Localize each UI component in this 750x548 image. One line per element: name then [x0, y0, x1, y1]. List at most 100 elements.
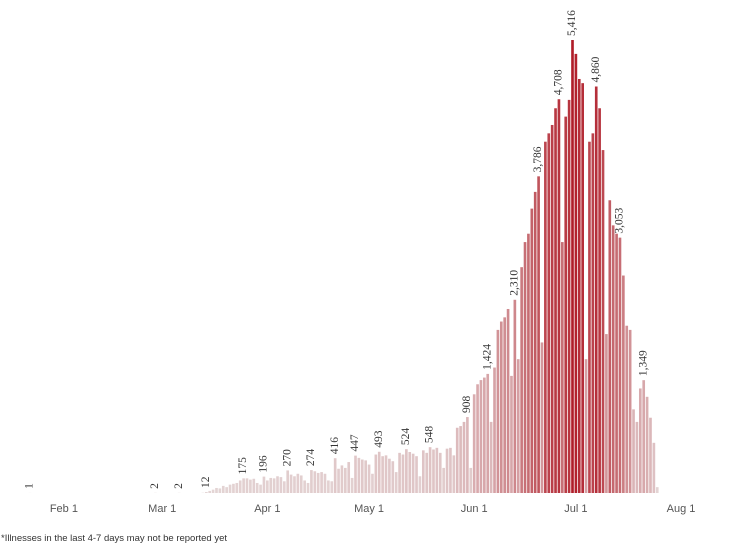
bar	[232, 483, 235, 493]
bar	[649, 417, 652, 493]
bar	[405, 449, 408, 493]
bar	[638, 388, 642, 493]
bar	[360, 459, 364, 493]
bar	[527, 233, 530, 493]
bar	[466, 417, 469, 493]
bar	[588, 141, 591, 494]
bar	[340, 465, 344, 493]
x-tick-label: May 1	[354, 503, 384, 515]
x-tick-label: Apr 1	[254, 503, 280, 515]
bar	[296, 473, 300, 493]
bar	[242, 478, 245, 493]
bar	[411, 453, 415, 493]
bar	[581, 83, 584, 494]
bar	[408, 452, 412, 493]
data-label: 3,053	[614, 208, 626, 234]
bar	[208, 490, 212, 493]
bar	[306, 482, 310, 493]
bar	[523, 242, 527, 493]
bar	[225, 487, 228, 493]
bar	[303, 480, 306, 493]
bar	[554, 108, 557, 494]
bar	[282, 481, 286, 493]
bar	[652, 442, 656, 493]
bar	[211, 489, 215, 493]
bar	[384, 455, 388, 493]
data-label: 416	[329, 437, 341, 455]
bar	[503, 317, 507, 493]
bar	[469, 467, 473, 493]
data-label: 447	[349, 434, 361, 452]
bar	[425, 452, 429, 493]
bar	[299, 475, 303, 493]
bar	[506, 308, 510, 493]
bar	[479, 380, 483, 493]
bar	[394, 472, 398, 493]
bar	[320, 472, 323, 493]
bar	[374, 454, 378, 493]
data-label: 493	[373, 430, 385, 448]
bar	[442, 467, 445, 493]
bar	[435, 447, 439, 493]
x-tick-label: Aug 1	[667, 503, 696, 515]
bar	[293, 476, 296, 493]
bar	[537, 176, 540, 493]
bar	[438, 452, 442, 493]
data-label: 1,349	[637, 350, 649, 376]
data-label: 196	[258, 455, 270, 473]
bar	[476, 384, 479, 493]
data-label: 4,708	[553, 69, 565, 95]
x-tick-label: Mar 1	[148, 503, 176, 515]
bar	[415, 456, 418, 493]
bar	[245, 478, 249, 493]
bar	[516, 359, 520, 493]
bar	[347, 462, 351, 493]
bar	[279, 477, 283, 493]
bar	[310, 470, 313, 493]
bar	[354, 455, 357, 493]
bar	[462, 421, 466, 493]
bar	[564, 116, 568, 494]
bar	[377, 451, 381, 493]
data-label: 1	[24, 483, 36, 489]
bar	[483, 377, 486, 493]
bar	[269, 477, 273, 493]
bar	[496, 329, 500, 493]
bar	[574, 53, 578, 494]
bar	[615, 233, 618, 493]
data-label: 274	[305, 449, 317, 467]
bar	[238, 480, 242, 493]
bar	[249, 479, 252, 493]
bar	[510, 375, 513, 493]
bar	[577, 78, 581, 493]
bar	[286, 470, 290, 493]
data-label: 524	[400, 428, 412, 446]
bar	[218, 488, 222, 493]
bar	[289, 474, 293, 493]
bar	[255, 482, 259, 493]
bar	[632, 409, 635, 493]
bar	[459, 426, 462, 493]
bar	[344, 467, 347, 493]
bar	[316, 472, 320, 493]
bar	[642, 380, 646, 493]
bar	[388, 458, 391, 493]
bar	[259, 484, 262, 493]
bar	[489, 421, 493, 493]
footnote: *Illnesses in the last 4-7 days may not …	[1, 533, 227, 544]
bar	[628, 329, 632, 493]
bar	[598, 108, 601, 494]
bar	[567, 99, 571, 494]
bar	[533, 191, 537, 494]
bar	[428, 447, 432, 493]
bar	[557, 99, 561, 494]
data-label: 908	[461, 396, 473, 414]
bar	[594, 86, 598, 494]
bar	[530, 208, 534, 494]
bar	[330, 481, 334, 493]
bar	[350, 477, 354, 493]
bar	[327, 480, 330, 493]
bar	[445, 448, 449, 493]
data-label: 3,786	[532, 146, 544, 172]
